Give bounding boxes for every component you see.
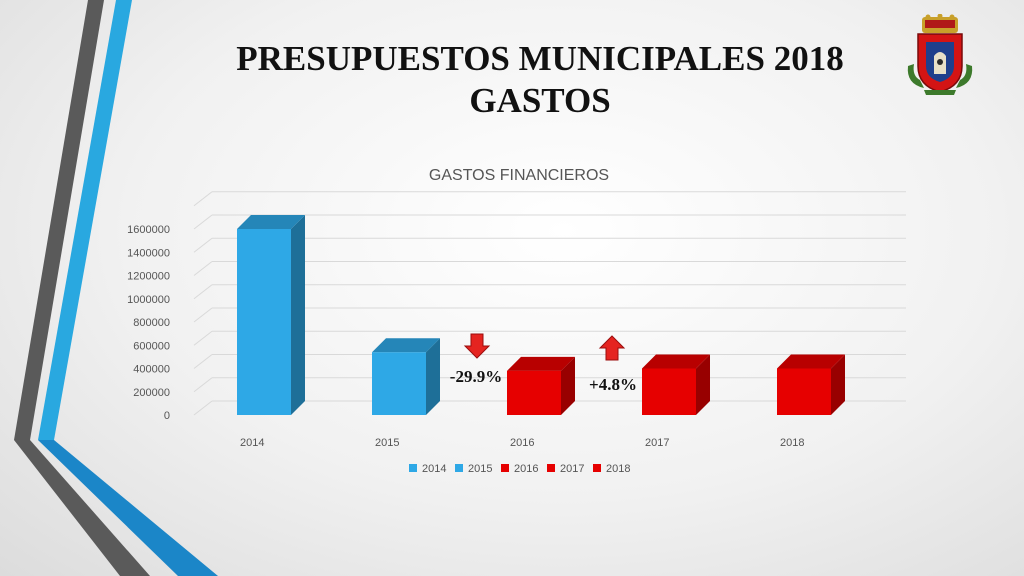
bar-2018 (777, 354, 845, 415)
grid-line-side (193, 284, 213, 300)
bar-top (372, 338, 440, 353)
y-tick-label: 600000 (133, 340, 170, 352)
grid-line-side (193, 237, 213, 253)
y-tick-label: 800000 (133, 317, 170, 329)
blue-stripe-lower (38, 440, 218, 576)
legend-label: 2015 (468, 463, 492, 475)
slide-title-line2: GASTOS (469, 81, 611, 120)
dark-stripe-lower (14, 440, 150, 576)
chart-title: GASTOS FINANCIEROS (429, 167, 609, 184)
bars (237, 215, 845, 415)
y-tick-label: 0 (164, 410, 170, 422)
blue-stripe (38, 0, 132, 440)
legend-swatch (593, 464, 601, 472)
bar-front (237, 229, 291, 415)
bar-top (507, 356, 575, 371)
grid-line-side (193, 307, 213, 323)
slide-title-line1: PRESUPUESTOS MUNICIPALES 2018 (236, 39, 844, 78)
legend-label: 2016 (514, 463, 538, 475)
bar-top (237, 215, 305, 229)
bar-side (291, 215, 305, 415)
y-tick-label: 200000 (133, 387, 170, 399)
bar-side (696, 354, 710, 415)
x-axis-ticks: 2014 2015 2016 2017 2018 (240, 437, 804, 449)
y-axis-ticks: 0 200000 400000 600000 800000 1000000 1200000 1… (127, 224, 170, 422)
legend-label: 2017 (560, 463, 584, 475)
arrow-down-icon (463, 333, 491, 359)
x-tick-label: 2018 (780, 437, 804, 449)
legend-label: 2014 (422, 463, 446, 475)
bar-2014 (237, 215, 305, 415)
legend-swatch (409, 464, 417, 472)
grid-line-side (193, 354, 213, 369)
x-tick-label: 2015 (375, 437, 399, 449)
grid-line-side (193, 261, 213, 276)
legend-label: 2018 (606, 463, 630, 475)
grid-line-side (193, 400, 213, 416)
annotation-text: -29.9% (450, 367, 502, 386)
y-tick-label: 1000000 (127, 294, 170, 306)
annotation-text: +4.8% (589, 375, 637, 394)
legend-swatch (547, 464, 555, 472)
x-tick-label: 2016 (510, 437, 534, 449)
grid-line-side (193, 330, 213, 346)
municipal-coat-of-arms-icon (907, 14, 973, 95)
legend-swatch (501, 464, 509, 472)
grid-line-side (193, 377, 213, 393)
bar-2017 (642, 354, 710, 415)
annotations: -29.9% +4.8% (450, 333, 637, 394)
legend-swatch (455, 464, 463, 472)
dark-stripe (14, 0, 104, 440)
slide-title: PRESUPUESTOS MUNICIPALES 2018 GASTOS (190, 38, 890, 122)
bar-side (831, 354, 845, 415)
bar-top (777, 354, 845, 369)
y-tick-label: 1400000 (127, 247, 170, 259)
legend: 2014 2015 2016 2017 2018 (409, 463, 630, 475)
y-tick-label: 400000 (133, 364, 170, 376)
arrow-up-icon (598, 335, 626, 361)
bar-2016 (507, 356, 575, 415)
bar-side (426, 338, 440, 415)
bar-front (372, 352, 426, 415)
bar-top (642, 354, 710, 369)
grid-line-side (193, 191, 213, 207)
bar-front (777, 368, 831, 415)
x-tick-label: 2014 (240, 437, 264, 449)
bar-2015 (372, 338, 440, 415)
bar-side (561, 356, 575, 415)
bar-front (642, 368, 696, 415)
bar-front (507, 370, 561, 415)
grid-line-side (193, 214, 213, 230)
x-tick-label: 2017 (645, 437, 669, 449)
y-tick-label: 1600000 (127, 224, 170, 236)
y-tick-label: 1200000 (127, 271, 170, 283)
